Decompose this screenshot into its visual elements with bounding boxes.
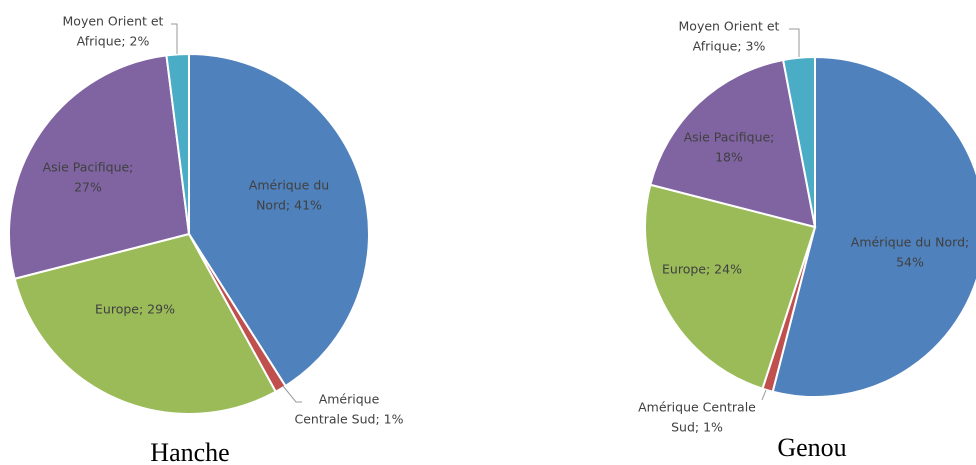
data-label: Moyen Orient et	[63, 14, 164, 29]
leader-line	[171, 23, 178, 54]
data-label: Centrale Sud; 1%	[295, 412, 404, 427]
data-label: Europe; 29%	[95, 302, 175, 317]
pie-slice	[644, 183, 817, 390]
data-label: Asie Pacifique;	[684, 130, 775, 145]
data-label: 54%	[896, 255, 924, 270]
chart-title: Genou	[777, 433, 846, 462]
pie-slice	[649, 58, 817, 229]
data-label: Nord; 41%	[256, 198, 322, 213]
data-label: Amérique Centrale	[638, 400, 756, 415]
pie-slice	[781, 55, 816, 228]
data-label: Amérique du	[249, 178, 329, 193]
pie-slice	[8, 54, 191, 280]
data-label: Afrique; 3%	[693, 39, 766, 54]
pie-slice	[771, 55, 976, 398]
pie-slice	[165, 52, 190, 235]
data-label: Afrique; 2%	[77, 34, 150, 49]
data-label: Moyen Orient et	[679, 19, 780, 34]
data-label: 18%	[715, 150, 743, 165]
leader-line	[761, 389, 767, 401]
leader-line	[789, 28, 800, 57]
data-label: Amérique du Nord;	[851, 235, 969, 250]
chart-title: Hanche	[150, 438, 229, 465]
data-label: 27%	[74, 180, 102, 195]
pie-slice	[13, 232, 278, 415]
pie-slice	[188, 52, 370, 388]
data-label: Asie Pacifique;	[43, 160, 134, 175]
data-label: Amérique	[319, 392, 380, 407]
data-label: Sud; 1%	[671, 420, 723, 435]
data-label: Europe; 24%	[662, 262, 742, 277]
leader-line	[282, 385, 302, 403]
